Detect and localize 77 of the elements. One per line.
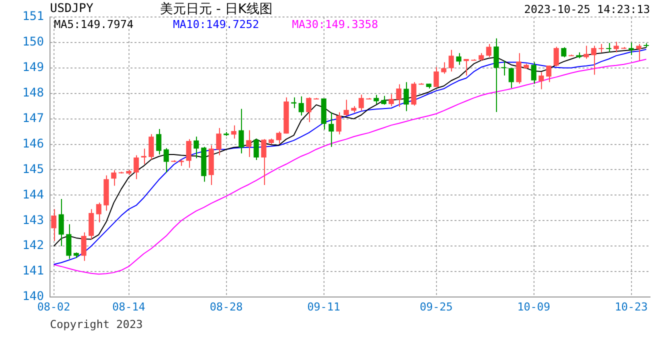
candlestick <box>584 45 589 60</box>
candlestick <box>276 131 282 144</box>
x-tick-label: 10-09 <box>517 300 550 314</box>
candlestick <box>111 170 116 186</box>
x-tick-label: 08-14 <box>112 300 146 314</box>
y-tick-label: 145 <box>22 162 44 176</box>
candlestick <box>628 42 634 56</box>
chart-title: 美元日元 - 日K线图 <box>160 1 272 18</box>
candlestick <box>344 99 349 116</box>
text: MA10:149.7252 <box>173 18 260 31</box>
candlestick <box>561 46 566 58</box>
candlestick <box>358 94 364 112</box>
candlestick <box>328 112 334 148</box>
candlestick <box>336 112 342 135</box>
candlestick <box>464 58 469 76</box>
candlestick <box>186 138 192 168</box>
candlestick <box>81 232 86 262</box>
candlestick <box>156 128 162 155</box>
candlestick <box>441 62 446 74</box>
text: MA5:149.7974 <box>54 18 134 31</box>
y-tick-label: 146 <box>22 136 44 150</box>
candlestick <box>164 148 169 174</box>
y-tick-label: 144 <box>22 187 44 202</box>
candlestick <box>388 94 394 107</box>
candlestick <box>96 202 102 223</box>
candlestick <box>636 43 642 62</box>
candlestick <box>216 127 222 156</box>
x-tick-label: 09-25 <box>420 300 453 314</box>
y-tick-label: 142 <box>22 238 44 252</box>
candlestick <box>434 66 439 88</box>
candlestick <box>501 60 506 76</box>
candlestick <box>254 138 259 161</box>
y-tick-label: 151 <box>22 9 44 24</box>
candlestick <box>134 154 139 180</box>
candlestick <box>531 62 536 84</box>
candlestick <box>546 65 552 83</box>
y-tick-label: 148 <box>22 85 44 100</box>
candlestick <box>141 148 146 165</box>
candlestick <box>246 130 252 158</box>
x-tick-label: 08-28 <box>210 300 243 314</box>
candlestick <box>606 42 612 53</box>
text: MA30:149.3358 <box>292 18 378 31</box>
candlestick <box>508 68 514 89</box>
candlestick <box>486 43 492 58</box>
text: USDJPY <box>50 1 94 15</box>
candlestick <box>494 38 499 112</box>
candlestick <box>306 96 312 123</box>
text: 2023-10-25 14:23:13 <box>524 3 650 16</box>
y-tick-label: 147 <box>22 110 44 125</box>
candlestick <box>66 224 72 260</box>
candlestick <box>298 96 304 116</box>
x-tick-label: 09-11 <box>307 300 340 314</box>
text: Copyright 2023 <box>50 318 143 331</box>
candlestick <box>88 208 94 240</box>
y-tick-label: 150 <box>22 34 44 49</box>
candlestick <box>231 124 236 140</box>
candlestick <box>448 49 454 72</box>
candlestick <box>404 82 409 112</box>
candlestick <box>538 72 544 90</box>
candlestick <box>411 82 416 106</box>
y-tick-label: 141 <box>22 264 44 278</box>
candlestick <box>614 41 619 53</box>
x-tick-label: 10-23 <box>614 300 648 314</box>
candlestick <box>374 94 379 105</box>
candlestick <box>238 108 244 154</box>
candlestick <box>456 52 462 66</box>
candlestick <box>554 46 559 67</box>
candlestick <box>58 198 64 247</box>
candlestick <box>591 45 596 76</box>
candlestick <box>261 138 266 186</box>
candlestick <box>516 52 522 84</box>
candlestick <box>148 134 154 160</box>
y-tick-label: 143 <box>22 212 44 227</box>
y-tick-label: 149 <box>22 60 44 74</box>
candlestick <box>396 84 402 108</box>
candlestick <box>51 208 56 242</box>
candlestick <box>194 136 199 159</box>
